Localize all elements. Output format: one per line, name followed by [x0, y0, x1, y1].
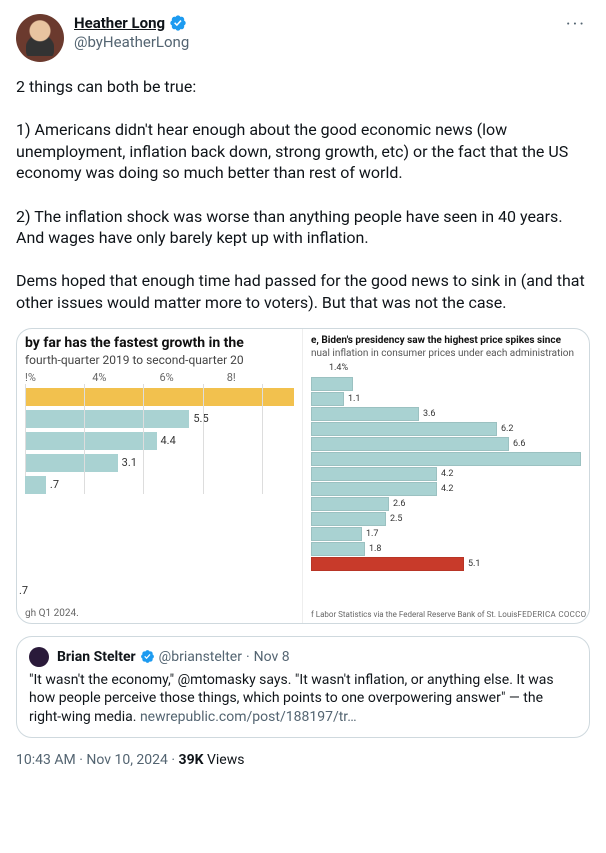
bar-value-label: 6.2: [501, 424, 514, 434]
chart-right-toplabel: 1.4%: [303, 363, 589, 373]
axis-tick: !%: [25, 371, 92, 384]
bar-value-label: 5.1: [468, 559, 481, 569]
bar: [311, 467, 437, 481]
bar: [25, 454, 118, 472]
axis-tick: 8!: [227, 371, 294, 384]
author-avatar[interactable]: [16, 14, 64, 62]
bar: [311, 512, 386, 526]
bar: [311, 557, 464, 571]
bar-value-label: 4.2: [441, 484, 454, 494]
tweet-text: 2 things can both be true: 1) Americans …: [16, 76, 590, 314]
chart-right: e, Biden's presidency saw the highest pr…: [303, 329, 589, 623]
bar: [311, 542, 365, 556]
bar-row: 4.2: [311, 482, 581, 496]
author-display-name[interactable]: Heather Long: [74, 14, 165, 33]
bar-value-label: 6.6: [513, 439, 526, 449]
bar: [311, 392, 344, 406]
chart-left-bars: 5.5 4.4 3.1 .7: [17, 384, 302, 494]
quoted-tweet-text: "It wasn't the economy," @mtomasky says.…: [29, 671, 577, 728]
bar: [311, 497, 389, 511]
bar-value-label: 4.4: [161, 434, 176, 447]
author-names: Heather Long @byHeatherLong: [74, 14, 189, 52]
author-handle[interactable]: @byHeatherLong: [74, 33, 189, 52]
bar-row: [25, 388, 294, 406]
bar-row: 3.6: [311, 407, 581, 421]
quoted-separator: ·: [246, 649, 250, 665]
bar-value-label: 2.5: [390, 514, 403, 524]
chart-right-subtitle: nual inflation in consumer prices under …: [303, 348, 589, 363]
bar-value-label: 1.7: [366, 529, 379, 539]
axis-tick: 4%: [92, 371, 159, 384]
views-count[interactable]: 39K Views: [179, 752, 245, 768]
bar-value-label: 5.5: [193, 412, 208, 425]
bar: [311, 527, 362, 541]
bar: [311, 407, 419, 421]
bar-row: [311, 377, 581, 391]
quoted-tweet-header: Brian Stelter @brianstelter · Nov 8: [29, 647, 577, 667]
quoted-link: newrepublic.com/post/188197/tr…: [140, 709, 357, 725]
axis-tick: 6%: [160, 371, 227, 384]
bar-row: 6.2: [311, 422, 581, 436]
tweet-header: Heather Long @byHeatherLong ···: [16, 14, 590, 62]
bar-value-label: 3.1: [122, 456, 137, 469]
tweet: Heather Long @byHeatherLong ··· 2 things…: [0, 0, 606, 778]
bar-value-label: .7: [50, 478, 59, 491]
bar-row: 1.8: [311, 542, 581, 556]
bar-row: .7: [25, 476, 294, 494]
bar-row: 4.4: [25, 432, 294, 450]
quoted-author-avatar: [29, 647, 49, 667]
chart-right-title: e, Biden's presidency saw the highest pr…: [303, 329, 589, 348]
quoted-tweet[interactable]: Brian Stelter @brianstelter · Nov 8 "It …: [16, 636, 590, 739]
bar-row: 1.7: [311, 527, 581, 541]
bar-value-label: 1.1: [348, 394, 361, 404]
chart-right-source: f Labor Statistics via the Federal Reser…: [311, 610, 581, 619]
bar-row: [311, 452, 581, 466]
bar: [311, 437, 509, 451]
chart-left-axis: !%4%6%8!: [17, 371, 302, 384]
bar: [25, 388, 294, 406]
bar-row: 5.5: [25, 410, 294, 428]
bar-row: 1.1: [311, 392, 581, 406]
attached-image[interactable]: by far has the fastest growth in the fou…: [16, 328, 590, 624]
bar-row: 6.6: [311, 437, 581, 451]
bar: [25, 476, 46, 494]
chart-right-bars: 1.1 3.6 6.2 6.6 4.2 4.2 2.6 2.5 1.7 1.8 5.1: [303, 373, 589, 571]
bar: [25, 410, 189, 428]
verified-badge-icon: [169, 14, 187, 32]
bar-row: 3.1: [25, 454, 294, 472]
chart-left-footer: gh Q1 2024.: [25, 608, 79, 619]
bar: [311, 482, 437, 496]
bar-row: 4.2: [311, 467, 581, 481]
bar-row: 2.6: [311, 497, 581, 511]
tweet-time[interactable]: 10:43 AM: [16, 752, 76, 768]
chart-left-subtitle: fourth-quarter 2019 to second-quarter 20: [17, 353, 302, 371]
tweet-date[interactable]: Nov 10, 2024: [86, 752, 168, 768]
more-options-button[interactable]: ···: [562, 14, 590, 35]
quoted-date: Nov 8: [254, 649, 290, 665]
bar-value-label: 4.2: [441, 469, 454, 479]
bar-row: 5.1: [311, 557, 581, 571]
verified-badge-icon: [140, 649, 155, 664]
quoted-author-handle: @brianstelter: [159, 649, 242, 665]
tweet-meta: 10:43 AM · Nov 10, 2024 · 39K Views: [16, 752, 590, 768]
bar-value-label: 3.6: [423, 409, 436, 419]
chart-left-title: by far has the fastest growth in the: [17, 329, 302, 353]
bar-row: 2.5: [311, 512, 581, 526]
bar: [311, 377, 353, 391]
bar: [25, 432, 157, 450]
quoted-author-name: Brian Stelter: [57, 649, 136, 665]
chart-left: by far has the fastest growth in the fou…: [17, 329, 303, 623]
bar: [311, 422, 497, 436]
bar: [311, 452, 581, 466]
bar-value-label: 1.8: [369, 544, 382, 554]
bar-value-label: 2.6: [393, 499, 406, 509]
